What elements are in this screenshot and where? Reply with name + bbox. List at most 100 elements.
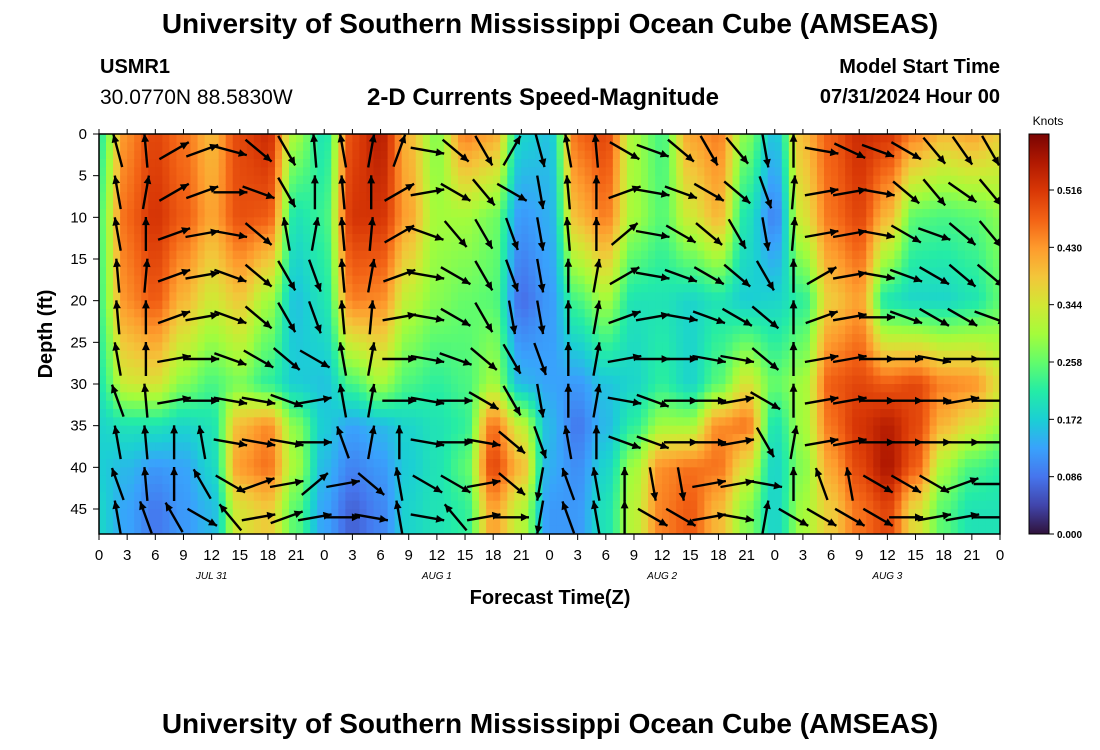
heatmap-cell [824,350,832,360]
heatmap-cell [584,217,593,227]
heatmap-cell [331,259,339,268]
heatmap-cell [260,284,269,293]
heatmap-cell [289,425,297,435]
heatmap-cell [570,225,579,235]
heatmap-cell [324,300,332,310]
heatmap-cell [711,200,720,210]
heatmap-cell [169,359,178,368]
heatmap-cell [310,525,318,534]
heatmap-cell [99,425,107,435]
heatmap-cell [443,359,452,368]
heatmap-cell [155,209,163,218]
heatmap-cell [528,417,537,427]
heatmap-cell [521,309,529,318]
heatmap-cell [781,367,790,377]
heatmap-cell [401,192,410,202]
heatmap-cell [514,150,522,160]
heatmap-cell [781,300,790,310]
heatmap-cell [465,317,473,327]
heatmap-cell [662,525,670,534]
heatmap-cell [711,350,720,360]
heatmap-cell [296,192,304,202]
heatmap-cell [718,525,727,534]
heatmap-cell [760,159,769,168]
heatmap-cell [106,192,114,202]
heatmap-cell [317,175,325,185]
heatmap-cell [802,184,811,193]
heatmap-cell [274,342,283,352]
heatmap-cell [422,150,431,160]
heatmap-cell [366,142,375,152]
heatmap-cell [457,134,466,143]
heatmap-cell [619,200,628,210]
heatmap-cell [408,367,417,377]
heatmap-cell [331,525,339,534]
heatmap-cell [633,525,642,534]
heatmap-cell [725,259,734,268]
heatmap-cell [507,275,515,285]
heatmap-cell [303,209,311,218]
heatmap-cell [345,167,354,177]
heatmap-cell [169,134,178,143]
heatmap-cell [253,475,262,485]
heatmap-cell [190,317,199,327]
heatmap-cell [429,142,438,152]
heatmap-cell [521,159,529,168]
heatmap-cell [479,159,487,168]
heatmap-cell [605,334,614,343]
heatmap-cell [760,317,769,327]
heatmap-cell [345,300,354,310]
heatmap-cell [162,484,170,493]
heatmap-cell [725,284,734,293]
heatmap-cell [218,409,227,418]
heatmap-cell [465,467,473,477]
heatmap-cell [310,484,318,493]
heatmap-cell [507,317,515,327]
heatmap-cell [802,150,811,160]
heatmap-cell [633,417,642,427]
heatmap-cell [781,475,790,485]
heatmap-cell [134,259,142,268]
heatmap-cell [303,192,311,202]
heatmap-cell [246,225,255,235]
heatmap-cell [106,350,114,360]
heatmap-cell [612,159,621,168]
heatmap-cell [359,359,368,368]
heatmap-cell [514,209,522,218]
heatmap-cell [521,300,529,310]
heatmap-cell [260,334,269,343]
heatmap-cell [683,334,691,343]
heatmap-cell [584,259,593,268]
heatmap-cell [197,300,206,310]
heatmap-cell [809,309,818,318]
heatmap-cell [570,192,579,202]
heatmap-cell [655,375,663,385]
heatmap-cell [781,517,790,527]
heatmap-cell [176,209,185,218]
heatmap-cell [577,192,586,202]
heatmap-cell [542,342,551,352]
heatmap-cell [120,234,128,243]
heatmap-cell [472,517,480,527]
heatmap-cell [760,150,769,160]
heatmap-cell [577,417,586,427]
heatmap-cell [704,525,712,534]
heatmap-cell [141,409,149,418]
heatmap-cell [739,175,748,185]
heatmap-cell [422,409,431,418]
heatmap-cell [626,450,635,460]
heatmap-cell [521,334,529,343]
heatmap-cell [626,392,635,402]
heatmap-cell [584,175,593,185]
heatmap-cell [289,442,297,452]
heatmap-cell [204,475,213,485]
heatmap-cell [493,484,501,493]
heatmap-cell [816,525,825,534]
heatmap-cell [289,367,297,377]
heatmap-cell [732,292,741,302]
heatmap-cell [641,409,649,418]
heatmap-cell [162,334,170,343]
heatmap-cell [781,309,790,318]
heatmap-cell [570,350,579,360]
heatmap-cell [507,284,515,293]
